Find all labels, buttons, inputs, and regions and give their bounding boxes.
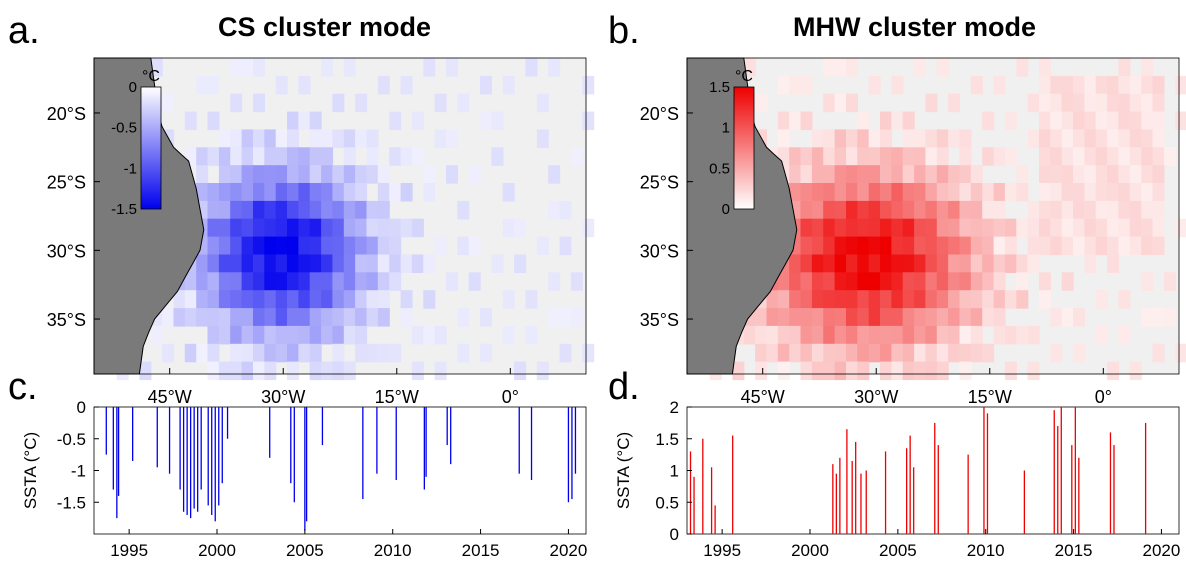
y-tick-label: -1.5 [57,493,86,512]
colorbar-tick-label: 1 [722,120,730,137]
colorbar-gradient [140,86,162,210]
y-tick-label: 2 [670,398,679,417]
x-tick-label: 2005 [286,541,324,560]
y-tick-label: 1.5 [655,430,679,449]
timeseries-panel-c: 0 -0.5 -1 -1.5 1995 2000 2005 2010 2015 2020 SSTA … [21,398,587,560]
lat-label: 20°S [640,104,679,124]
lon-label: 45°W [741,387,785,407]
lon-label: 0° [1095,387,1112,407]
lat-label: 35°S [640,310,679,330]
panel-a-letter: a. [8,10,40,52]
map-frame [93,57,587,375]
y-axis-label: SSTA (°C) [21,432,40,509]
y-tick-label: 0.5 [655,493,679,512]
x-tick-label: 1995 [703,541,741,560]
colorbar-tick-label: 0 [722,201,730,218]
map-panel-b: 20°S 25°S 30°S 35°S 45°W 30°W 15°W 0° °C 1.5 1 0.5 0 [640,57,1186,407]
colorbar: °C 1.5 1 0.5 0 [709,68,755,218]
lon-label: 30°W [854,387,898,407]
lon-label: 30°W [261,387,305,407]
x-tick-label: 2015 [1055,541,1093,560]
y-axis-label: SSTA (°C) [614,432,633,509]
x-tick-label: 2000 [791,541,829,560]
lat-label: 30°S [640,241,679,261]
panel-d-letter: d. [608,366,640,408]
map-panel-a: 20°S 25°S 30°S 35°S 45°W 30°W 15°W 0° °C 0 -0.5 -1 -… [47,57,595,407]
colorbar-tick-label: 0 [129,79,137,96]
panel-a-title: CS cluster mode [218,12,432,42]
x-tick-label: 2010 [374,541,412,560]
map-frame [686,57,1180,375]
y-tick-label: 0 [670,525,679,544]
colorbar-unit: °C [142,68,160,85]
lon-label: 45°W [148,387,192,407]
lat-label: 20°S [47,104,86,124]
y-tick-label: -0.5 [57,430,86,449]
panel-c-letter: c. [8,366,38,408]
colorbar-tick-label: 0.5 [709,160,730,177]
x-tick-label: 2005 [879,541,917,560]
x-tick-label: 2010 [967,541,1005,560]
lon-label: 15°W [375,387,419,407]
colorbar-unit: °C [735,68,753,85]
x-tick-label: 2020 [550,541,588,560]
x-tick-label: 2015 [462,541,500,560]
x-tick-label: 1995 [110,541,148,560]
panel-b-letter: b. [608,10,640,52]
plot-area [686,406,1180,535]
colorbar-gradient [733,86,755,210]
lat-label: 25°S [640,173,679,193]
x-tick-label: 2000 [198,541,236,560]
timeseries-panel-d: 0 0.5 1 1.5 2 1995 2000 2005 2010 2015 2020 SSTA (°… [614,398,1180,560]
lat-label: 35°S [47,310,86,330]
y-tick-label: -1 [71,462,86,481]
lat-label: 25°S [47,173,86,193]
colorbar-tick-label: -1 [124,160,137,177]
colorbar-tick-label: -1.5 [111,201,137,218]
colorbar-tick-label: 1.5 [709,79,730,96]
lon-label: 0° [502,387,519,407]
panel-b-title: MHW cluster mode [793,12,1037,42]
lon-label: 15°W [968,387,1012,407]
y-tick-label: 1 [670,462,679,481]
colorbar-tick-label: -0.5 [111,120,137,137]
colorbar: °C 0 -0.5 -1 -1.5 [111,68,162,218]
lat-label: 30°S [47,241,86,261]
y-tick-label: 0 [77,398,86,417]
x-tick-label: 2020 [1143,541,1181,560]
plot-area [93,406,587,535]
